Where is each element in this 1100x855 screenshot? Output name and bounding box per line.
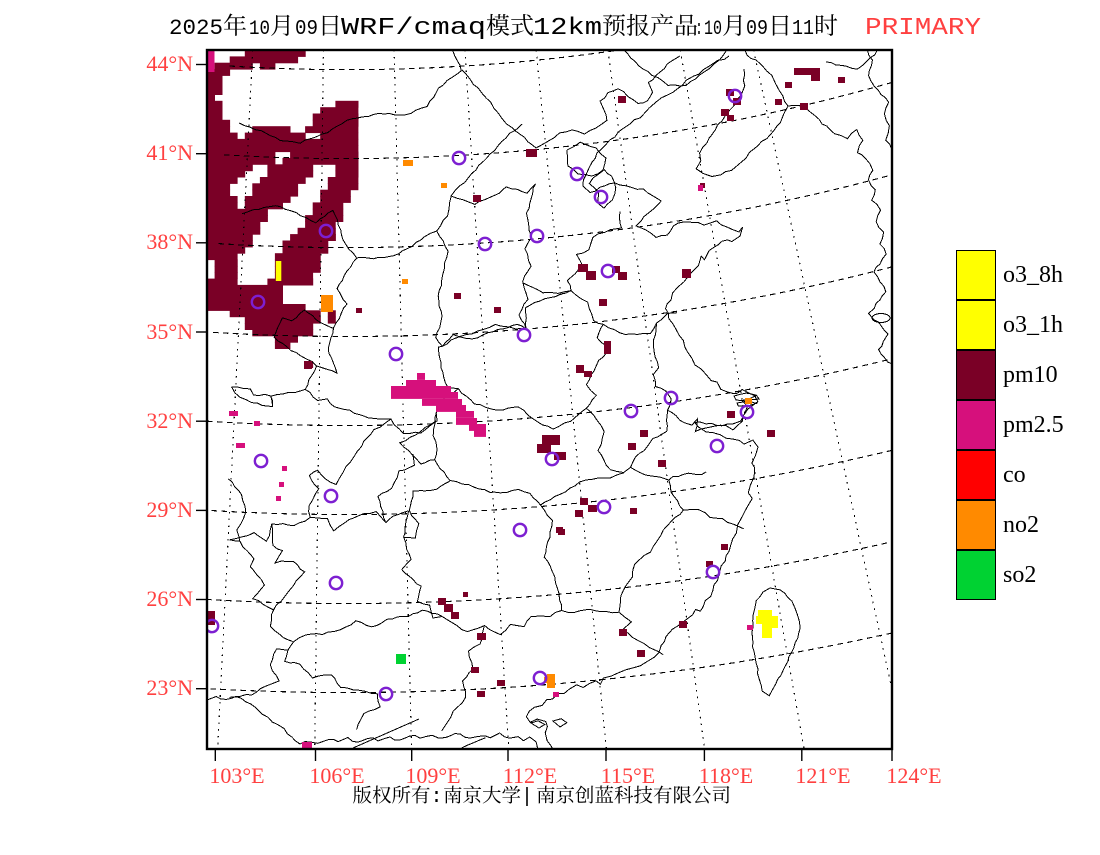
svg-text:PRIMARY: PRIMARY	[865, 15, 981, 42]
svg-text:2025: 2025	[169, 16, 223, 41]
svg-text:09: 09	[746, 18, 768, 41]
svg-text::: :	[431, 786, 443, 809]
svg-text:12km: 12km	[533, 15, 602, 42]
svg-text:WRF/cmaq: WRF/cmaq	[341, 15, 486, 42]
svg-text:11: 11	[792, 18, 814, 41]
svg-text:|: |	[521, 786, 533, 809]
svg-text:09: 09	[295, 18, 318, 41]
svg-text:10: 10	[249, 18, 270, 41]
svg-text:10: 10	[704, 18, 722, 41]
svg-text::: :	[695, 18, 703, 41]
